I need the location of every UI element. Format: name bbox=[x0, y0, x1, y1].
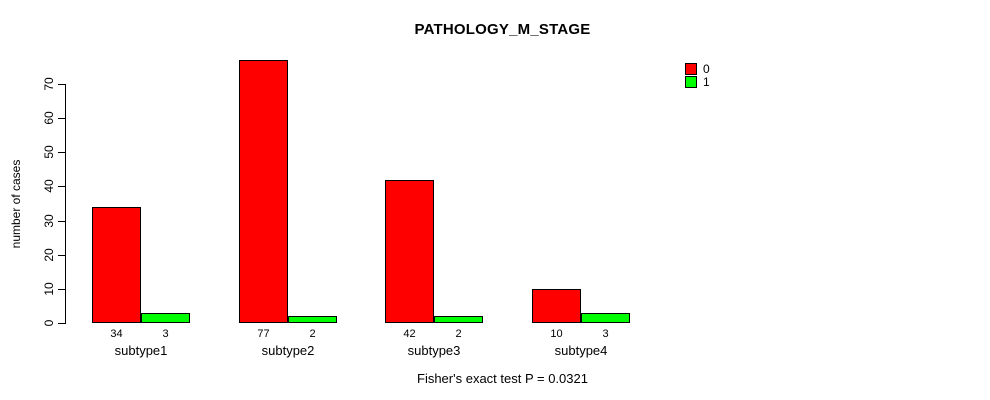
bar-value-label: 77 bbox=[257, 328, 270, 340]
y-tick-label: 0 bbox=[42, 319, 56, 327]
y-tick-label: 70 bbox=[42, 77, 56, 91]
bar-value-label: 10 bbox=[550, 328, 563, 340]
y-tick-label: 20 bbox=[42, 248, 56, 262]
y-tick-mark bbox=[58, 84, 65, 85]
bar-value-label: 3 bbox=[602, 328, 609, 340]
bar-subtype1-series0 bbox=[92, 207, 141, 323]
y-tick-mark bbox=[58, 289, 65, 290]
y-tick-mark bbox=[58, 323, 65, 324]
bar-subtype1-series1 bbox=[141, 313, 190, 323]
bar-subtype4-series0 bbox=[532, 289, 581, 323]
bar-value-label: 2 bbox=[309, 328, 316, 340]
x-category-label: subtype2 bbox=[261, 343, 315, 358]
y-tick-label: 10 bbox=[42, 282, 56, 296]
bar-subtype4-series1 bbox=[581, 313, 630, 323]
legend-item: 0 bbox=[685, 62, 710, 75]
y-axis-line bbox=[65, 84, 66, 324]
chart-title: PATHOLOGY_M_STAGE bbox=[414, 21, 591, 38]
legend-swatch-1 bbox=[685, 75, 697, 88]
bar-subtype2-series1 bbox=[288, 316, 337, 323]
legend-label: 0 bbox=[703, 61, 710, 76]
x-category-label: subtype4 bbox=[554, 343, 608, 358]
y-tick-mark bbox=[58, 152, 65, 153]
bar-subtype3-series0 bbox=[385, 180, 434, 323]
bar-value-label: 3 bbox=[162, 328, 169, 340]
y-tick-label: 30 bbox=[42, 214, 56, 228]
x-category-label: subtype3 bbox=[407, 343, 461, 358]
bar-value-label: 2 bbox=[455, 328, 462, 340]
bar-value-label: 42 bbox=[403, 328, 416, 340]
annotation-text: Fisher's exact test P = 0.0321 bbox=[417, 371, 588, 386]
y-tick-label: 60 bbox=[42, 111, 56, 125]
legend-swatch-0 bbox=[685, 62, 697, 75]
y-tick-label: 40 bbox=[42, 179, 56, 193]
y-tick-mark bbox=[58, 255, 65, 256]
y-axis-label: number of cases bbox=[9, 159, 23, 249]
y-tick-label: 50 bbox=[42, 145, 56, 159]
legend-item: 1 bbox=[685, 75, 710, 88]
bar-subtype3-series1 bbox=[434, 316, 483, 323]
legend-label: 1 bbox=[703, 74, 710, 89]
bar-subtype2-series0 bbox=[239, 60, 288, 323]
y-tick-mark bbox=[58, 118, 65, 119]
bar-value-label: 34 bbox=[110, 328, 123, 340]
y-tick-mark bbox=[58, 221, 65, 222]
y-tick-mark bbox=[58, 186, 65, 187]
x-category-label: subtype1 bbox=[114, 343, 168, 358]
